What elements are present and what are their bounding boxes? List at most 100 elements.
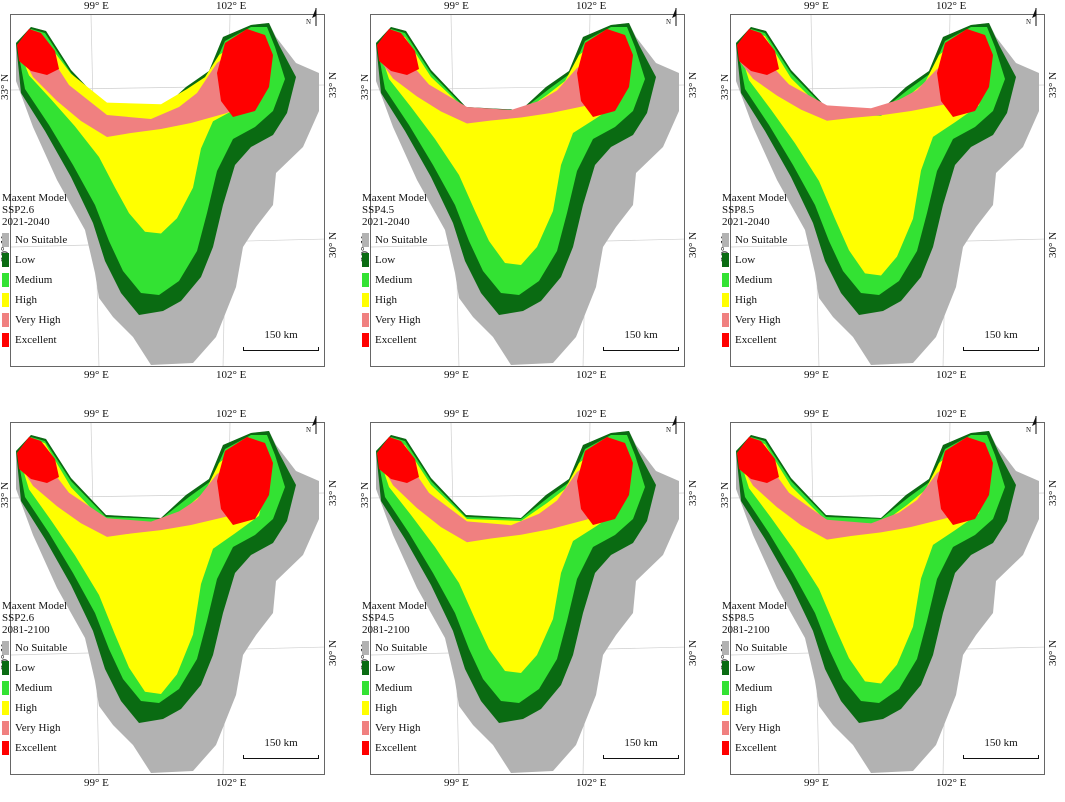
legend-swatch xyxy=(722,661,729,675)
legend-item: Low xyxy=(2,250,67,270)
suitability-map xyxy=(11,15,324,366)
map-panel-3: 99° E 102° E 99° E 102° E 33° N 30° N 33… xyxy=(719,0,1065,394)
lon-tick-top-left: 99° E xyxy=(84,408,109,420)
legend-item: Medium xyxy=(362,678,427,698)
north-arrow-icon: N xyxy=(306,8,317,26)
scale-bar-line xyxy=(243,755,319,759)
lon-tick-top-right: 102° E xyxy=(936,0,967,12)
lon-tick-bottom-left: 99° E xyxy=(84,369,109,381)
lat-tick-right-top: 33° N xyxy=(327,479,339,506)
lat-tick-right-top: 33° N xyxy=(1047,71,1059,98)
region-excellent xyxy=(377,437,633,525)
lat-tick-right-top: 33° N xyxy=(687,479,699,506)
lat-tick-right-bottom: 30° N xyxy=(327,639,339,666)
legend-label: Low xyxy=(375,662,396,674)
legend-item: Excellent xyxy=(2,738,67,758)
suitability-map xyxy=(371,15,684,366)
legend-swatch xyxy=(362,741,369,755)
legend-swatch xyxy=(722,293,729,307)
legend-label: Medium xyxy=(15,682,53,694)
lon-tick-top-right: 102° E xyxy=(216,0,247,12)
legend-swatch xyxy=(362,233,369,247)
legend-item: High xyxy=(722,290,787,310)
lon-tick-bottom-right: 102° E xyxy=(216,369,247,381)
legend-label: Very High xyxy=(15,722,61,734)
region-excellent xyxy=(377,29,633,117)
legend-swatch xyxy=(362,681,369,695)
legend-item: Low xyxy=(722,658,787,678)
lon-tick-top-right: 102° E xyxy=(576,0,607,12)
suitability-map xyxy=(731,423,1044,774)
map-panel-5: 99° E 102° E 99° E 102° E 33° N 30° N 33… xyxy=(359,408,715,802)
scenario-label: SSP8.5 xyxy=(722,204,755,216)
legend-item: No Suitable xyxy=(2,638,67,658)
scale-bar-label: 150 km xyxy=(624,737,658,749)
legend-items: No Suitable Low Medium High Very High Excelle… xyxy=(722,230,787,350)
region-very-high xyxy=(19,453,263,537)
legend-item: Medium xyxy=(722,270,787,290)
region-excellent xyxy=(737,29,993,117)
legend-label: Low xyxy=(15,662,36,674)
legend-swatch xyxy=(2,641,9,655)
legend-item: Excellent xyxy=(722,330,787,350)
legend-item: No Suitable xyxy=(362,638,427,658)
legend-swatch xyxy=(2,741,9,755)
map-panel-6: 99° E 102° E 99° E 102° E 33° N 30° N 33… xyxy=(719,408,1065,802)
model-label: Maxent Model xyxy=(2,192,68,204)
lon-tick-bottom-right: 102° E xyxy=(936,777,967,789)
lon-tick-bottom-left: 99° E xyxy=(444,369,469,381)
scale-bar-label: 150 km xyxy=(984,737,1018,749)
north-arrow-icon: N xyxy=(306,416,317,434)
legend-item: Low xyxy=(2,658,67,678)
legend-item: Low xyxy=(362,658,427,678)
map-frame xyxy=(10,14,325,367)
map-panel-2: 99° E 102° E 99° E 102° E 33° N 30° N 33… xyxy=(359,0,715,394)
scale-bar-line xyxy=(243,347,319,351)
legend-label: Very High xyxy=(15,314,61,326)
scenario-label: SSP2.6 xyxy=(2,612,35,624)
north-arrow-label: N xyxy=(306,426,311,434)
legend-swatch xyxy=(2,253,9,267)
legend-swatch xyxy=(2,661,9,675)
legend-item: High xyxy=(2,698,67,718)
legend: Maxent Model SSP2.6 2081-2100 No Suitabl… xyxy=(2,600,67,758)
legend-swatch xyxy=(722,253,729,267)
legend-swatch xyxy=(2,293,9,307)
legend-swatch xyxy=(722,273,729,287)
model-label: Maxent Model xyxy=(722,600,788,612)
legend-swatch xyxy=(722,701,729,715)
lat-tick-right-bottom: 30° N xyxy=(1047,639,1059,666)
map-frame xyxy=(370,14,685,367)
scale-bar-line xyxy=(963,347,1039,351)
legend-item: No Suitable xyxy=(722,638,787,658)
region-excellent xyxy=(17,29,273,117)
legend-label: Medium xyxy=(735,682,773,694)
legend-item: Medium xyxy=(722,678,787,698)
legend: Maxent Model SSP4.5 2081-2100 No Suitabl… xyxy=(362,600,427,758)
legend-label: Very High xyxy=(735,314,781,326)
legend-swatch xyxy=(362,253,369,267)
legend-label: Medium xyxy=(375,274,413,286)
lon-tick-bottom-left: 99° E xyxy=(444,777,469,789)
legend-label: Low xyxy=(735,662,756,674)
legend-label: No Suitable xyxy=(735,642,788,654)
legend-item: Medium xyxy=(362,270,427,290)
map-frame xyxy=(370,422,685,775)
map-frame xyxy=(730,14,1045,367)
legend-item: High xyxy=(2,290,67,310)
map-panel-4: 99° E 102° E 99° E 102° E 33° N 30° N 33… xyxy=(0,408,355,802)
legend-label: Excellent xyxy=(15,334,57,346)
region-very-high xyxy=(379,50,623,124)
lon-tick-top-left: 99° E xyxy=(84,0,109,12)
legend-label: High xyxy=(735,702,757,714)
legend-label: High xyxy=(15,294,37,306)
scale-bar-label: 150 km xyxy=(264,737,298,749)
legend-item: Very High xyxy=(2,718,67,738)
legend-label: High xyxy=(375,294,397,306)
legend-item: Very High xyxy=(2,310,67,330)
legend-swatch xyxy=(362,293,369,307)
lat-tick-right-bottom: 30° N xyxy=(327,231,339,258)
north-arrow-label: N xyxy=(1026,426,1031,434)
legend-item: Very High xyxy=(722,718,787,738)
legend-label: No Suitable xyxy=(735,234,788,246)
